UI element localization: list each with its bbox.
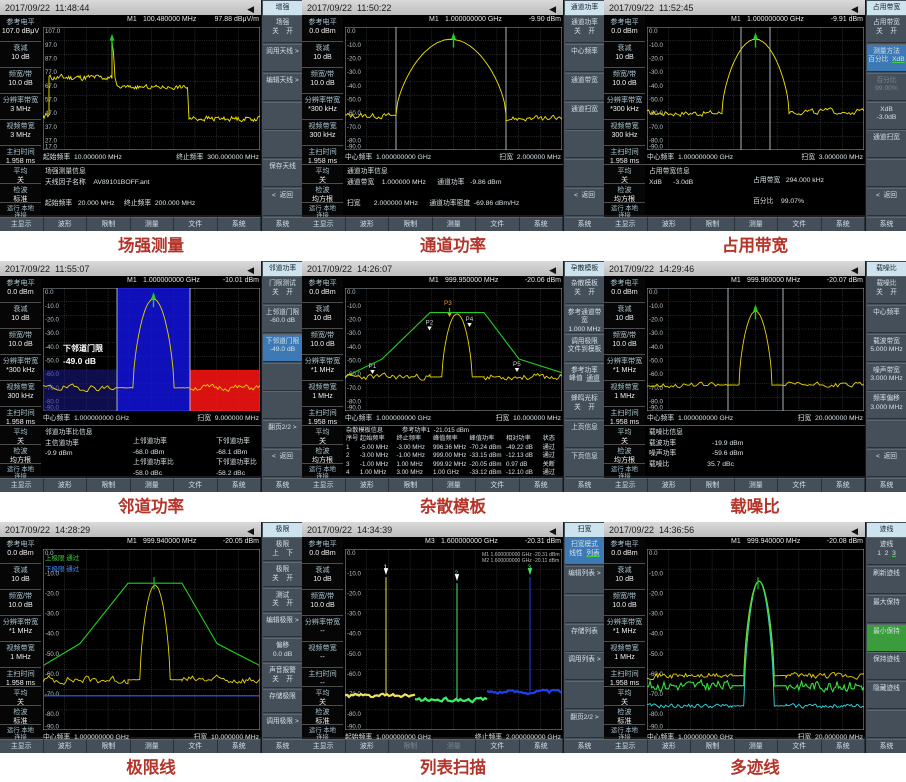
svg-text:-50.0: -50.0: [649, 97, 664, 104]
svg-text:0.0: 0.0: [649, 550, 658, 557]
svg-text:0.0: 0.0: [347, 28, 356, 35]
svg-text:107.0: 107.0: [45, 28, 61, 35]
svg-text:-10.0: -10.0: [347, 570, 362, 577]
svg-text:-49.0 dB: -49.0 dB: [63, 356, 96, 366]
svg-text:-30.0: -30.0: [649, 330, 664, 337]
svg-text:-90.0: -90.0: [649, 144, 664, 151]
svg-text:-20.0: -20.0: [649, 317, 664, 324]
svg-text:-30.0: -30.0: [649, 611, 664, 618]
svg-text:下邻道门限: 下邻道门限: [63, 343, 103, 353]
svg-text:37.0: 37.0: [45, 124, 57, 131]
svg-text:-30.0: -30.0: [347, 611, 362, 618]
svg-text:0.0: 0.0: [347, 289, 356, 296]
svg-text:17.0: 17.0: [45, 144, 57, 151]
svg-text:-10.0: -10.0: [45, 303, 60, 310]
svg-text:-60.0: -60.0: [649, 371, 664, 378]
svg-text:-10.0: -10.0: [347, 303, 362, 310]
svg-text:-40.0: -40.0: [45, 631, 60, 638]
svg-text:-60.0: -60.0: [347, 671, 362, 678]
svg-text:P5: P5: [513, 361, 521, 368]
svg-text:-20.0: -20.0: [45, 590, 60, 597]
svg-text:-10.0: -10.0: [649, 42, 664, 49]
svg-text:-40.0: -40.0: [649, 631, 664, 638]
svg-text:-70.0: -70.0: [649, 691, 664, 698]
svg-text:-30.0: -30.0: [347, 330, 362, 337]
svg-text:-20.0: -20.0: [347, 590, 362, 597]
svg-text:-40.0: -40.0: [347, 83, 362, 90]
svg-text:-40.0: -40.0: [347, 631, 362, 638]
svg-text:-50.0: -50.0: [347, 358, 362, 365]
svg-text:-40.0: -40.0: [649, 344, 664, 351]
svg-text:-50.0: -50.0: [347, 651, 362, 658]
svg-text:57.0: 57.0: [45, 97, 57, 104]
svg-text:-10.0: -10.0: [649, 303, 664, 310]
svg-text:97.0: 97.0: [45, 42, 57, 49]
svg-text:上极限 通过: 上极限 通过: [45, 553, 80, 562]
svg-text:67.0: 67.0: [45, 83, 57, 90]
svg-text:77.0: 77.0: [45, 69, 57, 76]
svg-text:-20.0: -20.0: [347, 317, 362, 324]
svg-text:M2 1.600000000 GHz -20.11 dBm: M2 1.600000000 GHz -20.11 dBm: [482, 558, 559, 564]
svg-text:-50.0: -50.0: [45, 358, 60, 365]
svg-text:-40.0: -40.0: [649, 83, 664, 90]
svg-text:-10.0: -10.0: [649, 570, 664, 577]
svg-text:0.0: 0.0: [649, 28, 658, 35]
svg-text:-90.0: -90.0: [347, 405, 362, 412]
svg-text:-50.0: -50.0: [347, 97, 362, 104]
svg-text:-80.0: -80.0: [45, 711, 60, 718]
svg-text:-70.0: -70.0: [347, 385, 362, 392]
svg-text:87.0: 87.0: [45, 56, 57, 63]
svg-text:P3: P3: [444, 300, 452, 307]
svg-text:P1: P1: [369, 363, 377, 370]
svg-text:0.0: 0.0: [649, 289, 658, 296]
svg-text:-70.0: -70.0: [347, 124, 362, 131]
svg-text:0.0: 0.0: [347, 550, 356, 557]
svg-text:-60.0: -60.0: [45, 671, 60, 678]
svg-text:-20.0: -20.0: [649, 590, 664, 597]
svg-text:-30.0: -30.0: [45, 611, 60, 618]
svg-text:P2: P2: [426, 320, 434, 327]
svg-text:-90.0: -90.0: [649, 724, 664, 731]
svg-text:-70.0: -70.0: [649, 124, 664, 131]
svg-text:P4: P4: [466, 316, 474, 323]
svg-text:-20.0: -20.0: [649, 56, 664, 63]
svg-text:-30.0: -30.0: [347, 69, 362, 76]
svg-text:-90.0: -90.0: [649, 405, 664, 412]
svg-text:-30.0: -30.0: [649, 69, 664, 76]
svg-text:-20.0: -20.0: [347, 56, 362, 63]
svg-text:-20.0: -20.0: [45, 317, 60, 324]
svg-text:-40.0: -40.0: [45, 344, 60, 351]
svg-text:-80.0: -80.0: [649, 711, 664, 718]
svg-text:-50.0: -50.0: [649, 651, 664, 658]
svg-text:-50.0: -50.0: [649, 358, 664, 365]
svg-text:-40.0: -40.0: [347, 344, 362, 351]
svg-text:-10.0: -10.0: [347, 42, 362, 49]
svg-text:-80.0: -80.0: [347, 711, 362, 718]
svg-text:下极限 通过: 下极限 通过: [45, 564, 80, 573]
svg-text:-90.0: -90.0: [347, 144, 362, 151]
svg-text:-90.0: -90.0: [45, 724, 60, 731]
svg-text:0.0: 0.0: [45, 289, 54, 296]
svg-text:-90.0: -90.0: [347, 724, 362, 731]
svg-text:-30.0: -30.0: [45, 330, 60, 337]
svg-text:-70.0: -70.0: [45, 691, 60, 698]
